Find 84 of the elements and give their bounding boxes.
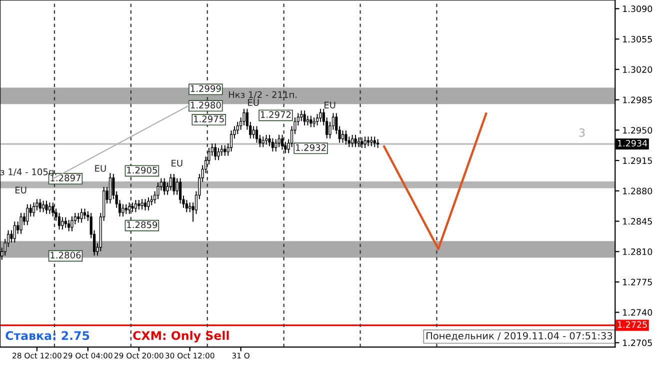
candlestick xyxy=(364,136,366,148)
annotation: 1.2806 xyxy=(50,252,81,259)
candlestick xyxy=(108,173,112,204)
candlestick xyxy=(344,130,348,144)
candlestick xyxy=(58,212,61,230)
candlestick xyxy=(217,148,220,160)
annotation: 1.2897 xyxy=(50,174,81,182)
candlestick xyxy=(354,134,357,148)
candlestick xyxy=(172,174,176,195)
ref-line-label: 1.2934 xyxy=(618,140,648,147)
candlestick xyxy=(140,199,144,210)
annotation: 1.2999 xyxy=(190,85,221,92)
y-tick-label: 1.3090 xyxy=(623,6,652,12)
candlestick xyxy=(220,145,224,156)
candlestick xyxy=(360,137,364,148)
candlestick xyxy=(20,212,22,234)
candlestick xyxy=(26,204,29,226)
annotation: 1.2975 xyxy=(194,116,224,122)
annotation: EU xyxy=(248,99,259,106)
candlestick xyxy=(122,204,124,217)
candlestick xyxy=(236,122,239,134)
annotation: 1.2905 xyxy=(127,166,157,174)
y-tick-label: 1.3020 xyxy=(623,66,652,73)
annotation: 1.2972 xyxy=(260,111,291,118)
candlestick xyxy=(224,145,226,156)
candlestick xyxy=(80,208,83,223)
candlestick xyxy=(52,202,54,217)
y-tick-label: 1.2845 xyxy=(623,218,652,225)
candlestick xyxy=(83,208,86,220)
y-tick-label: 1.3055 xyxy=(623,36,652,42)
annotation: Нкз 1/2 - 211п. xyxy=(228,91,297,99)
annotation: 1.2859 xyxy=(127,221,158,228)
candlestick xyxy=(252,126,255,138)
candlestick xyxy=(341,130,344,143)
y-tick-label: 1.2740 xyxy=(623,309,652,316)
annotation: 1.2932 xyxy=(296,144,326,151)
candlestick xyxy=(274,139,278,152)
annotation: Ставка: 2.75 xyxy=(6,331,90,340)
candlestick xyxy=(64,217,67,228)
candlestick xyxy=(351,134,354,148)
candlestick xyxy=(185,200,188,212)
candlestick xyxy=(45,200,48,214)
annotation: EU xyxy=(95,165,106,172)
y-tick-label: 1.2705 xyxy=(623,340,652,346)
candlestick xyxy=(68,220,70,232)
y-tick-label: 1.2880 xyxy=(623,188,652,194)
candlestick xyxy=(376,139,380,148)
candlestick xyxy=(48,202,51,214)
annotation: EU xyxy=(172,160,182,167)
y-tick-label: 1.2810 xyxy=(623,248,652,256)
candlestick xyxy=(147,197,150,210)
candlestick xyxy=(42,200,45,212)
candlestick xyxy=(278,134,280,148)
annotation: 1.2980 xyxy=(190,102,221,108)
y-tick-label: 1.2985 xyxy=(623,96,652,104)
candlestick xyxy=(13,222,16,243)
candlestick xyxy=(319,108,322,122)
annotation: EU xyxy=(324,102,336,108)
candlestick xyxy=(134,200,138,212)
y-tick-label: 1.2950 xyxy=(623,126,652,134)
annotation: СХМ: Only Sell xyxy=(133,330,229,342)
ref-line-label: 1.2725 xyxy=(618,321,647,328)
candlestick xyxy=(128,202,131,214)
candlestick xyxy=(70,216,74,232)
annotation: 3 xyxy=(579,128,585,137)
annotation: EU xyxy=(16,186,26,194)
candlestick xyxy=(163,178,166,195)
candlestick xyxy=(38,199,42,212)
candlestick xyxy=(61,217,64,230)
annotation: з 1/4 - 105п. xyxy=(0,168,56,176)
candlestick xyxy=(310,116,312,128)
candlestick xyxy=(373,136,376,148)
candlestick xyxy=(144,199,147,210)
y-tick-label: 1.2915 xyxy=(623,157,652,164)
candlestick xyxy=(280,134,284,150)
candlestick xyxy=(32,202,36,217)
annotation: Понедельник / 2019.11.04 - 07:51:33 xyxy=(426,332,612,341)
candlestick xyxy=(255,126,258,143)
candlestick xyxy=(303,110,306,126)
candlestick xyxy=(300,110,303,122)
y-tick-label: 1.2775 xyxy=(623,278,652,286)
candlestick xyxy=(214,144,217,160)
candlestick xyxy=(271,138,274,152)
candlestick xyxy=(262,136,264,148)
